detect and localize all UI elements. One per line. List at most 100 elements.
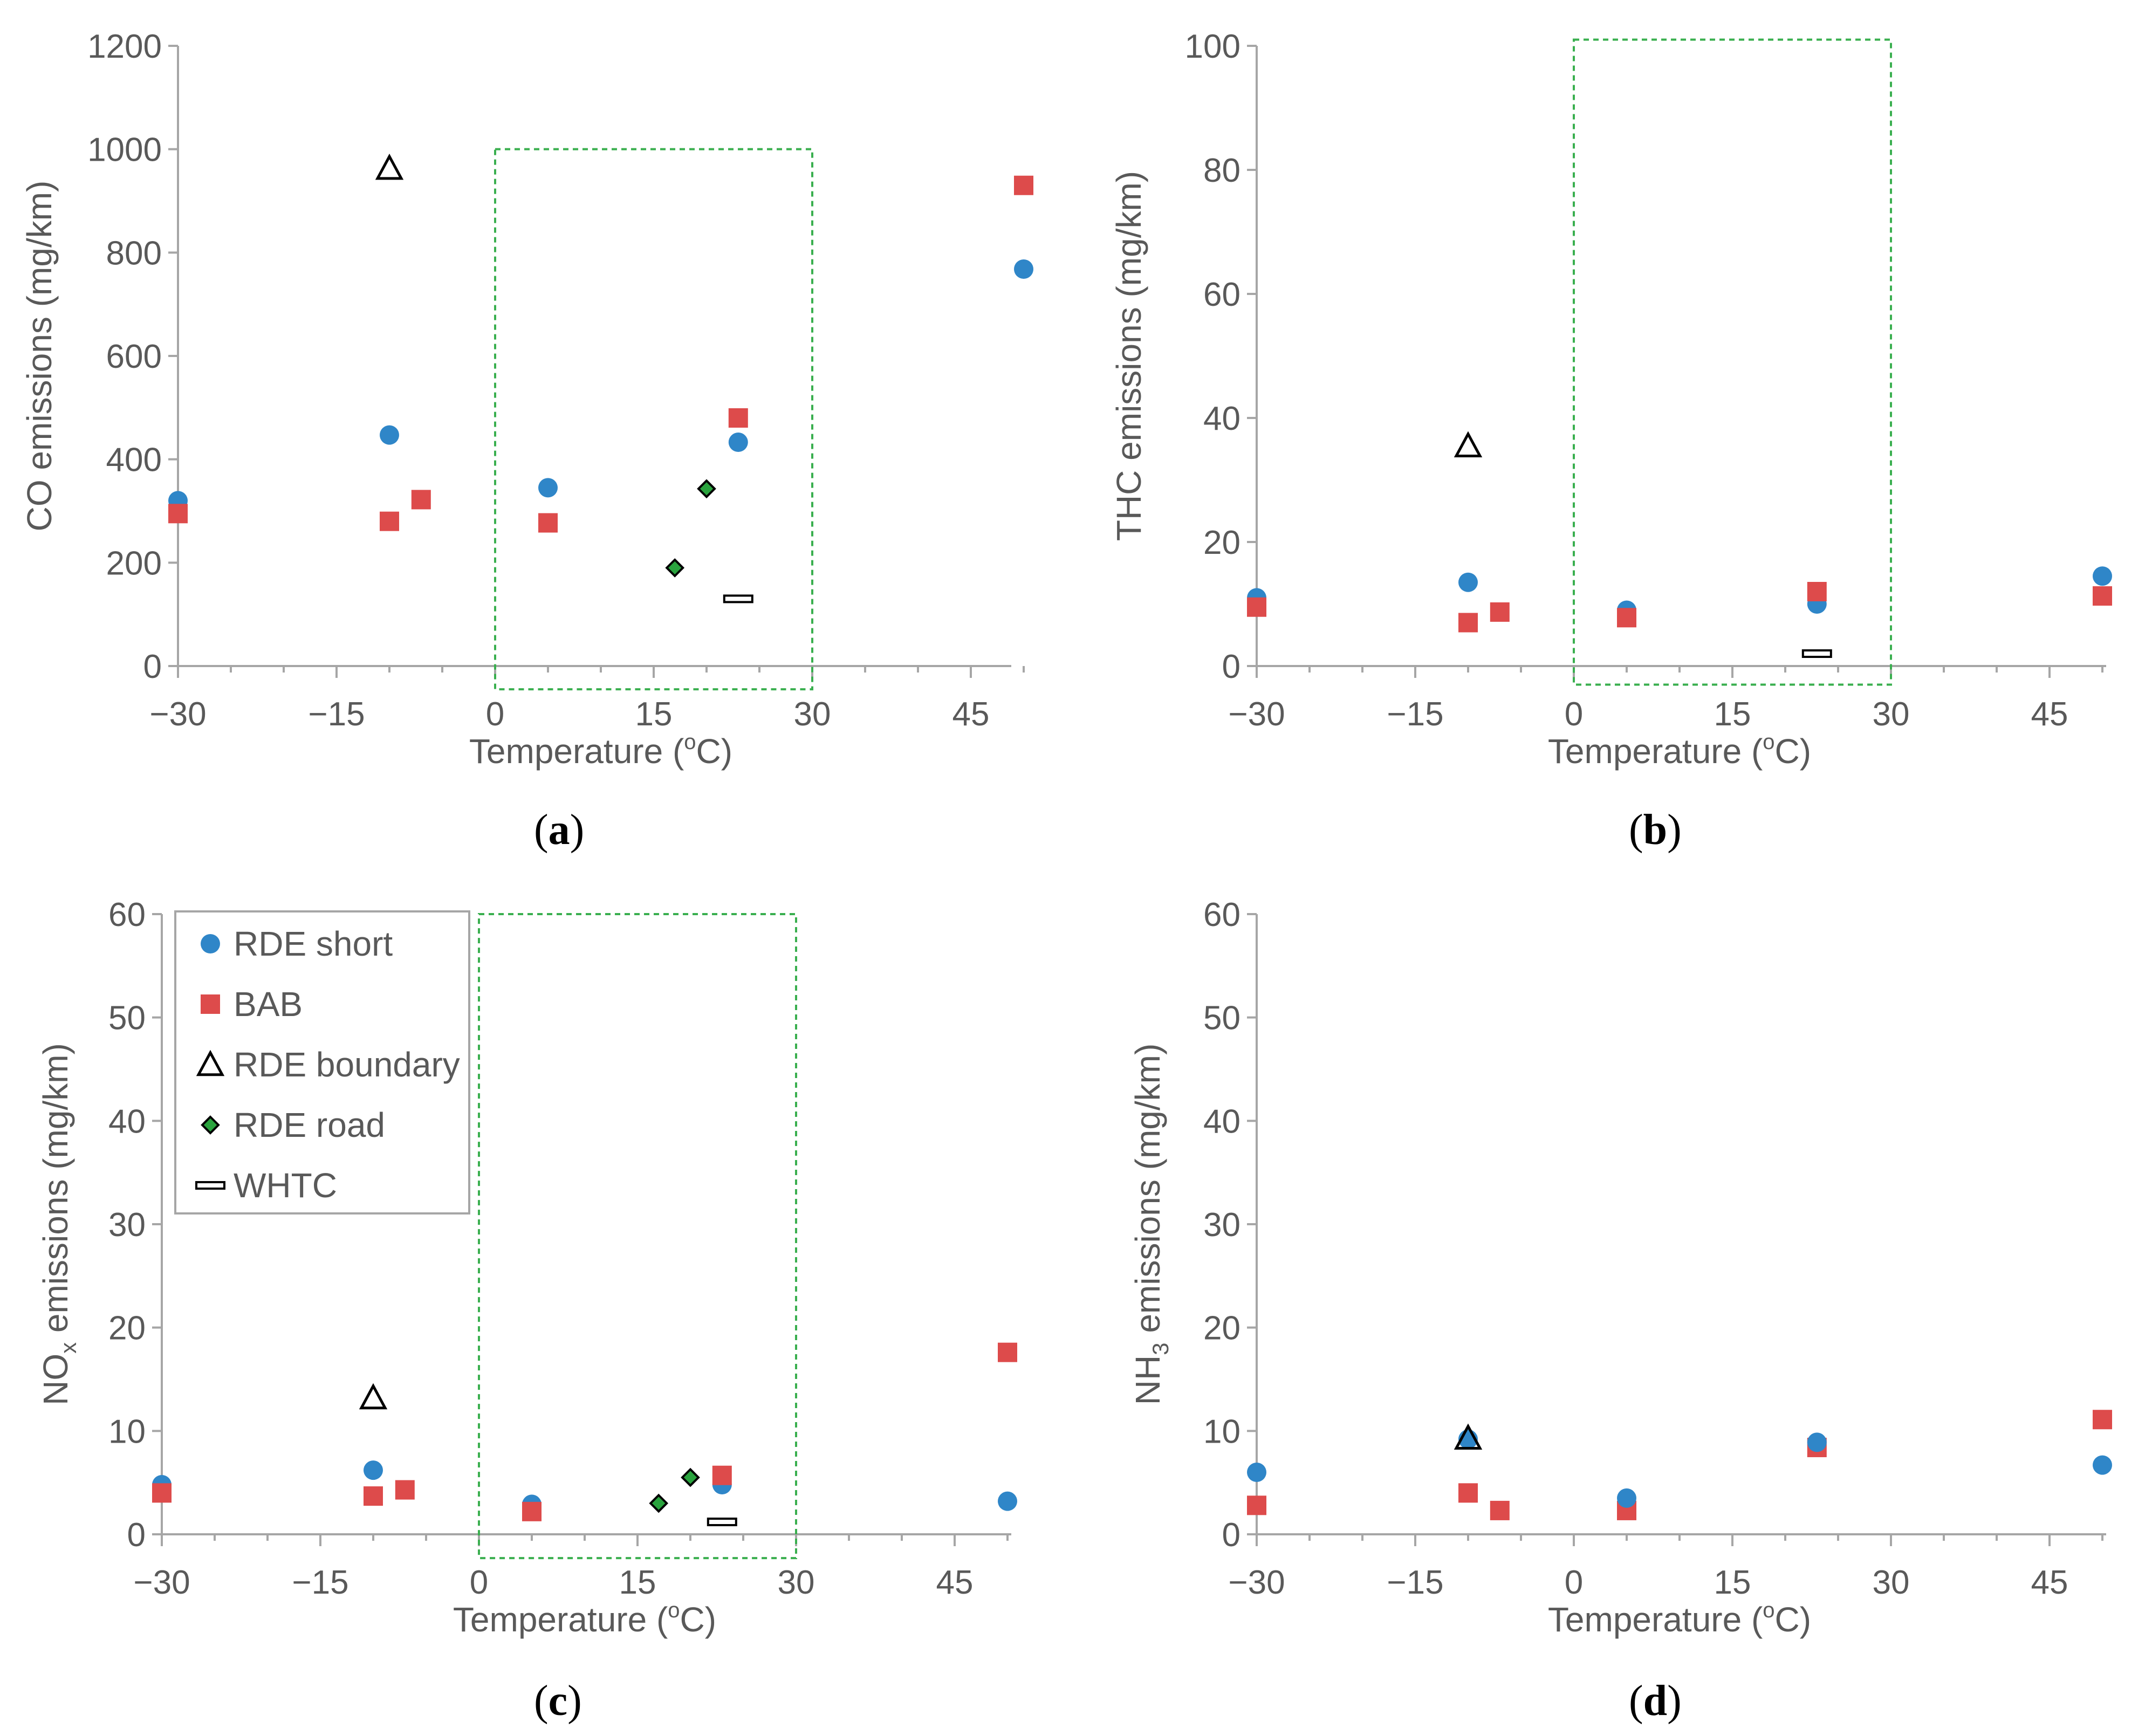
highlight-box	[1573, 38, 1892, 686]
y-tick-label: 40	[108, 1103, 146, 1140]
x-axis-title: Temperature (oC)	[453, 1598, 716, 1639]
dash-icon	[195, 1181, 225, 1190]
x-tick-label: 45	[936, 1564, 974, 1601]
marker-rde-short	[1617, 1488, 1636, 1508]
legend-item-rde-short: RDE short	[201, 924, 393, 963]
circle-icon	[201, 934, 220, 953]
y-tick-label: 20	[1203, 524, 1241, 561]
y-tick-label: 40	[1203, 1103, 1241, 1140]
marker-rde-short	[998, 1491, 1017, 1511]
marker-bab	[380, 511, 399, 531]
marker-rde-boundary	[375, 153, 404, 180]
marker-bab	[411, 490, 431, 510]
legend-item-whtc: WHTC	[195, 1166, 337, 1205]
x-axis-title: Temperature (oC)	[469, 730, 732, 771]
x-tick-label: −30	[1228, 1564, 1285, 1601]
marker-rde-boundary	[359, 1383, 388, 1410]
legend: RDE short BAB RDE boundary RDE road WHTC	[174, 910, 470, 1214]
legend-label: RDE short	[234, 924, 393, 963]
marker-rde-road	[681, 1467, 700, 1487]
marker-whtc	[707, 1518, 737, 1526]
x-tick-label: 30	[778, 1564, 815, 1601]
chart-panel-b: 0 20 40 60 80 100 −30 −15 0 15 30 45 Temperature (oC…	[1109, 28, 2112, 854]
legend-label: RDE road	[234, 1106, 385, 1144]
highlight-box	[494, 148, 813, 691]
marker-bab	[522, 1501, 542, 1521]
marker-rde-short	[2093, 566, 2112, 586]
y-tick-label: 0	[1222, 648, 1241, 685]
x-tick-label: 0	[1565, 1564, 1583, 1601]
y-tick-label: 60	[1203, 276, 1241, 313]
y-axis-title: NOx emissions (mg/km)	[36, 1043, 81, 1405]
panel-label: (a)	[534, 806, 584, 854]
y-tick-label: 20	[108, 1310, 146, 1347]
marker-whtc	[723, 594, 753, 603]
y-tick-label: 10	[1203, 1413, 1241, 1450]
marker-bab	[1490, 602, 1510, 622]
marker-bab	[1490, 1500, 1510, 1520]
y-tick-label: 400	[106, 442, 162, 479]
y-tick-label: 30	[1203, 1206, 1241, 1244]
y-axis-title: CO emissions (mg/km)	[20, 181, 59, 532]
marker-bab	[1807, 582, 1827, 601]
marker-rde-short	[538, 478, 558, 498]
x-tick-label: −30	[133, 1564, 190, 1601]
y-axis-title: THC emissions (mg/km)	[1109, 171, 1148, 541]
x-tick-label: −30	[1228, 696, 1285, 733]
panel-label: (c)	[534, 1677, 582, 1725]
y-tick-label: 0	[127, 1517, 146, 1554]
x-tick-label: 30	[1873, 696, 1910, 733]
y-tick-label: 50	[1203, 1000, 1241, 1037]
marker-whtc	[1801, 649, 1832, 658]
y-tick-label: 100	[1185, 28, 1241, 65]
marker-bab	[1247, 1495, 1266, 1515]
y-tick-label: 1000	[87, 132, 162, 169]
x-axis-title: Temperature (oC)	[1548, 1598, 1811, 1639]
marker-rde-boundary	[1454, 431, 1483, 457]
marker-rde-short	[2093, 1455, 2112, 1475]
legend-label: BAB	[234, 985, 303, 1024]
marker-bab	[2093, 1410, 2112, 1430]
chart-panel-a: 0 200 400 600 800 1000 1200 −30 −15 0 15 30 45 Temper…	[20, 28, 1033, 854]
diamond-icon	[201, 1115, 220, 1135]
y-tick-label: 0	[143, 648, 162, 685]
x-tick-label: 15	[619, 1564, 656, 1601]
legend-label: WHTC	[234, 1166, 337, 1205]
x-tick-label: 15	[1714, 696, 1751, 733]
x-tick-label: 0	[1565, 696, 1583, 733]
x-tick-label: −30	[149, 696, 206, 733]
x-tick-label: 45	[2031, 1564, 2068, 1601]
marker-rde-short	[728, 433, 748, 452]
marker-bab	[728, 408, 748, 428]
y-tick-label: 30	[108, 1206, 146, 1244]
marker-bab	[395, 1480, 415, 1500]
y-tick-label: 1200	[87, 28, 162, 65]
legend-label: RDE boundary	[234, 1045, 460, 1084]
marker-rde-short	[364, 1460, 383, 1480]
marker-rde-short	[1247, 1463, 1266, 1482]
x-axis-title: Temperature (oC)	[1548, 730, 1811, 771]
x-tick-label: 45	[2031, 696, 2068, 733]
legend-item-rde-boundary: RDE boundary	[196, 1045, 460, 1084]
x-tick-label: −15	[292, 1564, 348, 1601]
marker-bab	[998, 1342, 1017, 1362]
x-tick-label: 30	[794, 696, 831, 733]
x-tick-label: −15	[1387, 1564, 1443, 1601]
x-tick-label: −15	[308, 696, 365, 733]
marker-rde-boundary	[1454, 1423, 1483, 1450]
y-tick-label: 80	[1203, 152, 1241, 189]
x-tick-label: −15	[1387, 696, 1443, 733]
marker-bab	[168, 504, 188, 524]
marker-rde-short	[380, 425, 399, 445]
x-tick-label: 15	[1714, 1564, 1751, 1601]
y-axis-title: NH3 emissions (mg/km)	[1128, 1044, 1173, 1405]
x-tick-label: 0	[486, 696, 504, 733]
marker-rde-road	[649, 1493, 669, 1513]
y-tick-label: 60	[1203, 896, 1241, 934]
marker-rde-road	[697, 479, 716, 499]
y-tick-label: 40	[1203, 400, 1241, 437]
y-tick-label: 20	[1203, 1310, 1241, 1347]
y-tick-label: 50	[108, 1000, 146, 1037]
marker-bab	[1014, 175, 1033, 195]
y-tick-label: 0	[1222, 1517, 1241, 1554]
